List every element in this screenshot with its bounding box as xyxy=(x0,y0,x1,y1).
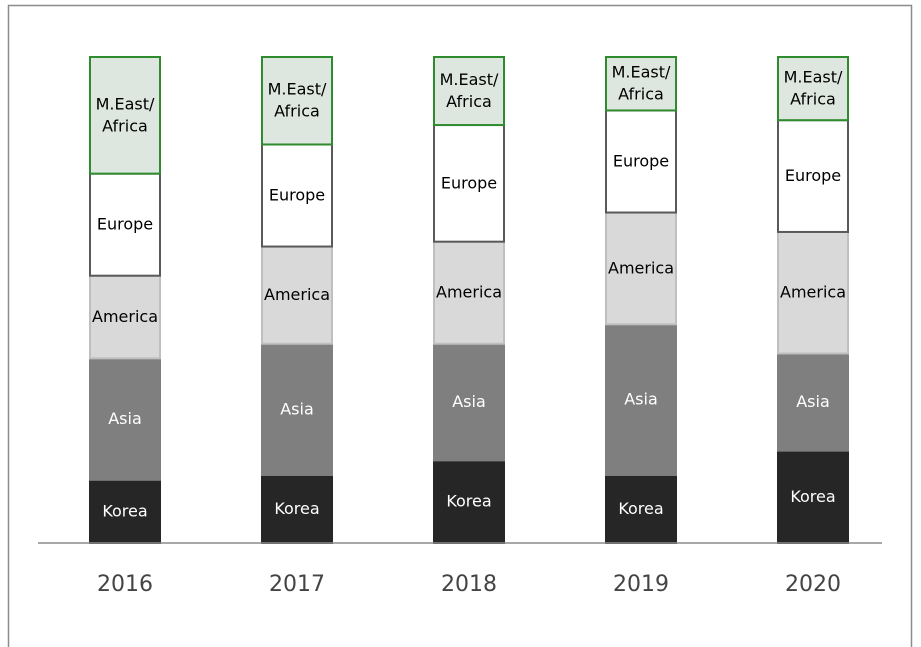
bar-segment xyxy=(261,245,333,345)
segment-label: Asia xyxy=(624,389,658,408)
segment-label: America xyxy=(780,282,846,301)
bar-segment xyxy=(433,124,505,243)
segment-label: M.East/Africa xyxy=(268,79,327,120)
segment-label: Korea xyxy=(102,501,147,520)
segment-label: America xyxy=(92,307,158,326)
x-tick-label: 2019 xyxy=(613,572,669,597)
segment-label: Europe xyxy=(441,173,497,192)
bar-segment xyxy=(89,56,161,175)
segment-label: America xyxy=(264,285,330,304)
segment-label: M.East/Africa xyxy=(440,70,499,111)
segment-label: Asia xyxy=(452,392,486,411)
segment-label: Europe xyxy=(613,151,669,170)
bar-segment xyxy=(261,342,333,476)
x-tick-label: 2020 xyxy=(785,572,841,597)
bar-segment xyxy=(89,172,161,277)
segment-label: America xyxy=(608,258,674,277)
x-tick-label: 2016 xyxy=(97,572,153,597)
segment-label: M.East/Africa xyxy=(784,67,843,108)
segment-label: Asia xyxy=(796,392,830,411)
bar-segment xyxy=(89,357,161,481)
bar-segment xyxy=(777,449,849,544)
bar-segment xyxy=(433,342,505,462)
segment-label: America xyxy=(436,282,502,301)
x-tick-label: 2017 xyxy=(269,572,325,597)
segment-label: M.East/Africa xyxy=(96,94,155,135)
bar-segment xyxy=(777,56,849,122)
segment-label: Asia xyxy=(108,409,142,428)
segment-label: Europe xyxy=(785,166,841,185)
bar-segment xyxy=(605,211,677,326)
chart-frame xyxy=(7,4,913,647)
x-tick-label: 2018 xyxy=(441,572,497,597)
segment-label: Korea xyxy=(618,498,663,517)
bar-segment xyxy=(433,459,505,545)
bar-segment xyxy=(605,109,677,214)
segment-label: Europe xyxy=(97,214,153,233)
segment-label: Europe xyxy=(269,185,325,204)
bar-segment xyxy=(261,56,333,146)
segment-label: Korea xyxy=(446,491,491,510)
bar-segment xyxy=(433,240,505,345)
bar-segment xyxy=(777,119,849,233)
segment-label: Korea xyxy=(790,486,835,505)
segment-label: Asia xyxy=(280,399,314,418)
bar-segment xyxy=(261,143,333,248)
segment-label: Korea xyxy=(274,498,319,517)
bar-segment xyxy=(605,56,677,112)
bar-segment xyxy=(605,473,677,544)
bar-segment xyxy=(433,56,505,127)
bar-segment xyxy=(777,352,849,452)
segment-label: M.East/Africa xyxy=(612,62,671,103)
